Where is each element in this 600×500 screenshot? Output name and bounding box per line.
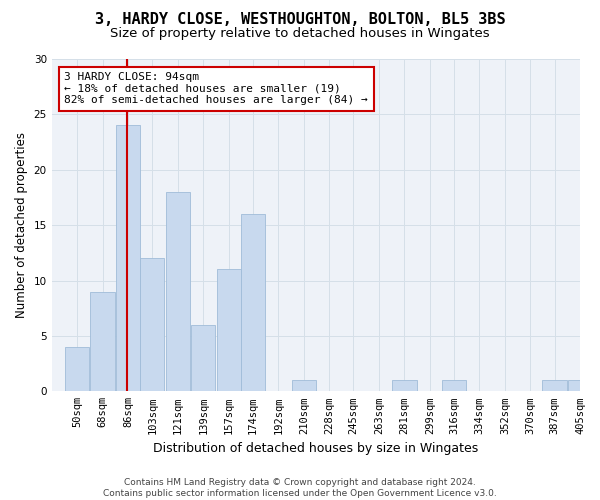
Bar — [140, 258, 164, 392]
Bar — [91, 292, 115, 392]
Bar — [166, 192, 190, 392]
Bar — [392, 380, 416, 392]
Bar — [442, 380, 466, 392]
Bar — [65, 347, 89, 392]
Text: 3 HARDY CLOSE: 94sqm
← 18% of detached houses are smaller (19)
82% of semi-detac: 3 HARDY CLOSE: 94sqm ← 18% of detached h… — [64, 72, 368, 106]
Bar — [241, 214, 265, 392]
Bar — [568, 380, 592, 392]
Y-axis label: Number of detached properties: Number of detached properties — [15, 132, 28, 318]
Bar — [191, 325, 215, 392]
Bar — [116, 126, 140, 392]
Text: Contains HM Land Registry data © Crown copyright and database right 2024.
Contai: Contains HM Land Registry data © Crown c… — [103, 478, 497, 498]
Text: 3, HARDY CLOSE, WESTHOUGHTON, BOLTON, BL5 3BS: 3, HARDY CLOSE, WESTHOUGHTON, BOLTON, BL… — [95, 12, 505, 28]
Bar — [292, 380, 316, 392]
Bar — [217, 270, 241, 392]
Bar — [542, 380, 566, 392]
Text: Size of property relative to detached houses in Wingates: Size of property relative to detached ho… — [110, 28, 490, 40]
X-axis label: Distribution of detached houses by size in Wingates: Distribution of detached houses by size … — [153, 442, 478, 455]
